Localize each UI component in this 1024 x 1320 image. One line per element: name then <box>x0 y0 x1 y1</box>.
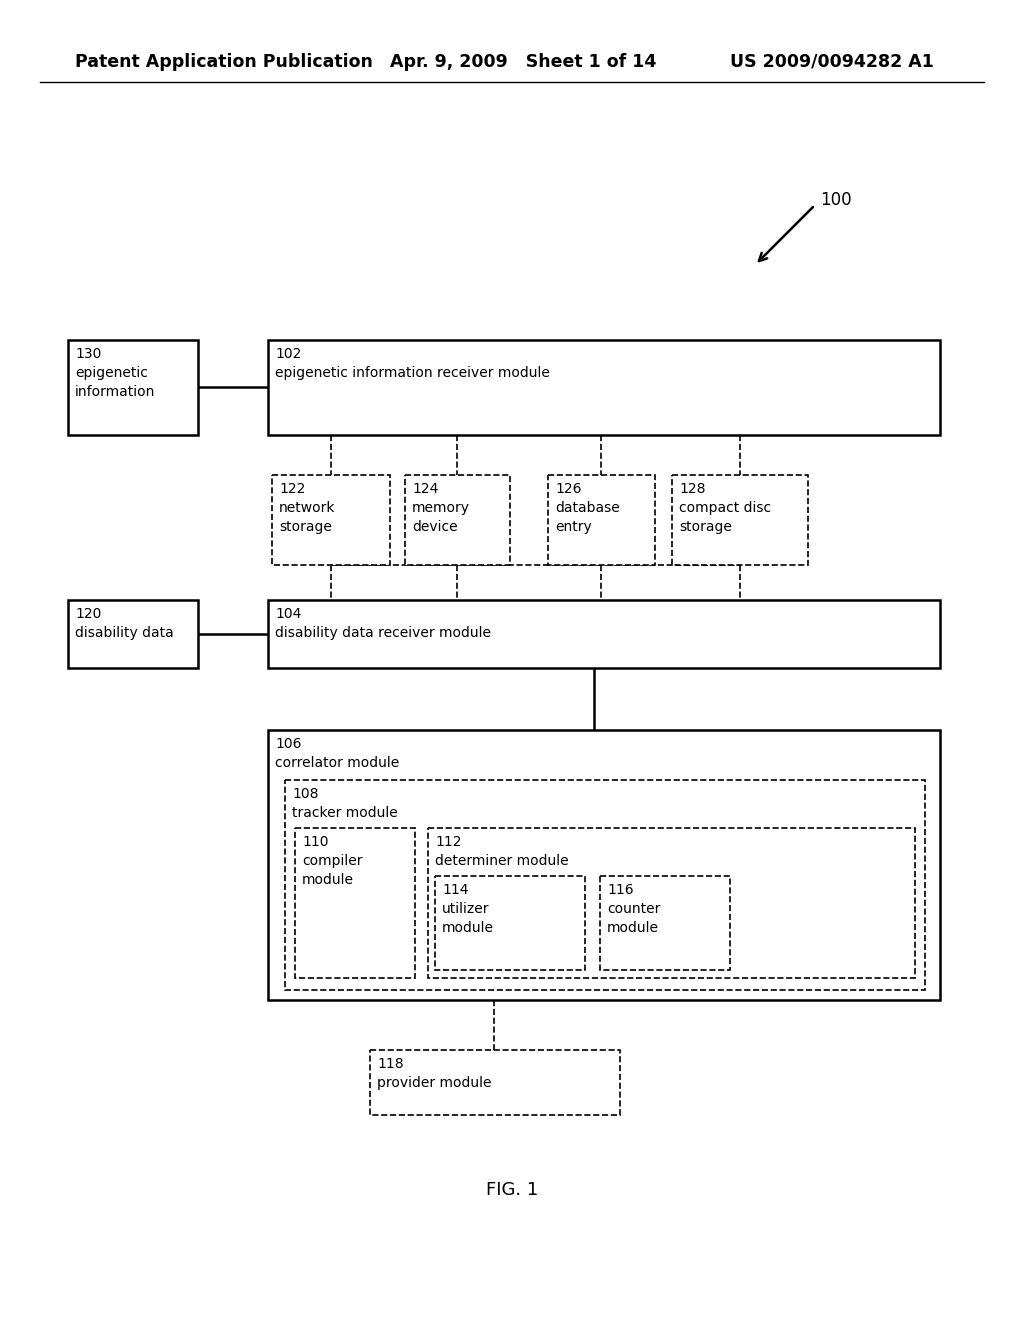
Text: 114
utilizer
module: 114 utilizer module <box>442 883 494 935</box>
Text: 110
compiler
module: 110 compiler module <box>302 836 362 887</box>
Text: 128
compact disc
storage: 128 compact disc storage <box>679 482 771 533</box>
Bar <box>435 876 585 970</box>
Text: 120
disability data: 120 disability data <box>75 607 174 640</box>
Text: US 2009/0094282 A1: US 2009/0094282 A1 <box>730 53 934 71</box>
Text: 118
provider module: 118 provider module <box>377 1057 492 1090</box>
Bar <box>272 475 390 565</box>
Bar <box>268 730 940 1001</box>
Text: 116
counter
module: 116 counter module <box>607 883 660 935</box>
Bar <box>370 1049 620 1115</box>
Text: 104
disability data receiver module: 104 disability data receiver module <box>275 607 490 640</box>
Bar <box>268 601 940 668</box>
Text: 100: 100 <box>820 191 852 209</box>
Text: 108
tracker module: 108 tracker module <box>292 787 397 820</box>
Bar <box>295 828 415 978</box>
Text: 106
correlator module: 106 correlator module <box>275 737 399 770</box>
Bar <box>68 341 198 436</box>
Bar <box>268 341 940 436</box>
Text: 122
network
storage: 122 network storage <box>279 482 336 533</box>
Text: 126
database
entry: 126 database entry <box>555 482 620 533</box>
Text: Apr. 9, 2009   Sheet 1 of 14: Apr. 9, 2009 Sheet 1 of 14 <box>390 53 656 71</box>
Text: 130
epigenetic
information: 130 epigenetic information <box>75 347 156 399</box>
Bar <box>672 475 808 565</box>
Bar <box>68 601 198 668</box>
Text: 102
epigenetic information receiver module: 102 epigenetic information receiver modu… <box>275 347 550 380</box>
Text: 112
determiner module: 112 determiner module <box>435 836 568 869</box>
Bar <box>428 828 915 978</box>
Bar <box>600 876 730 970</box>
Text: FIG. 1: FIG. 1 <box>485 1181 539 1199</box>
Bar <box>548 475 655 565</box>
Text: Patent Application Publication: Patent Application Publication <box>75 53 373 71</box>
Bar <box>406 475 510 565</box>
Bar <box>285 780 925 990</box>
Text: 124
memory
device: 124 memory device <box>412 482 470 533</box>
